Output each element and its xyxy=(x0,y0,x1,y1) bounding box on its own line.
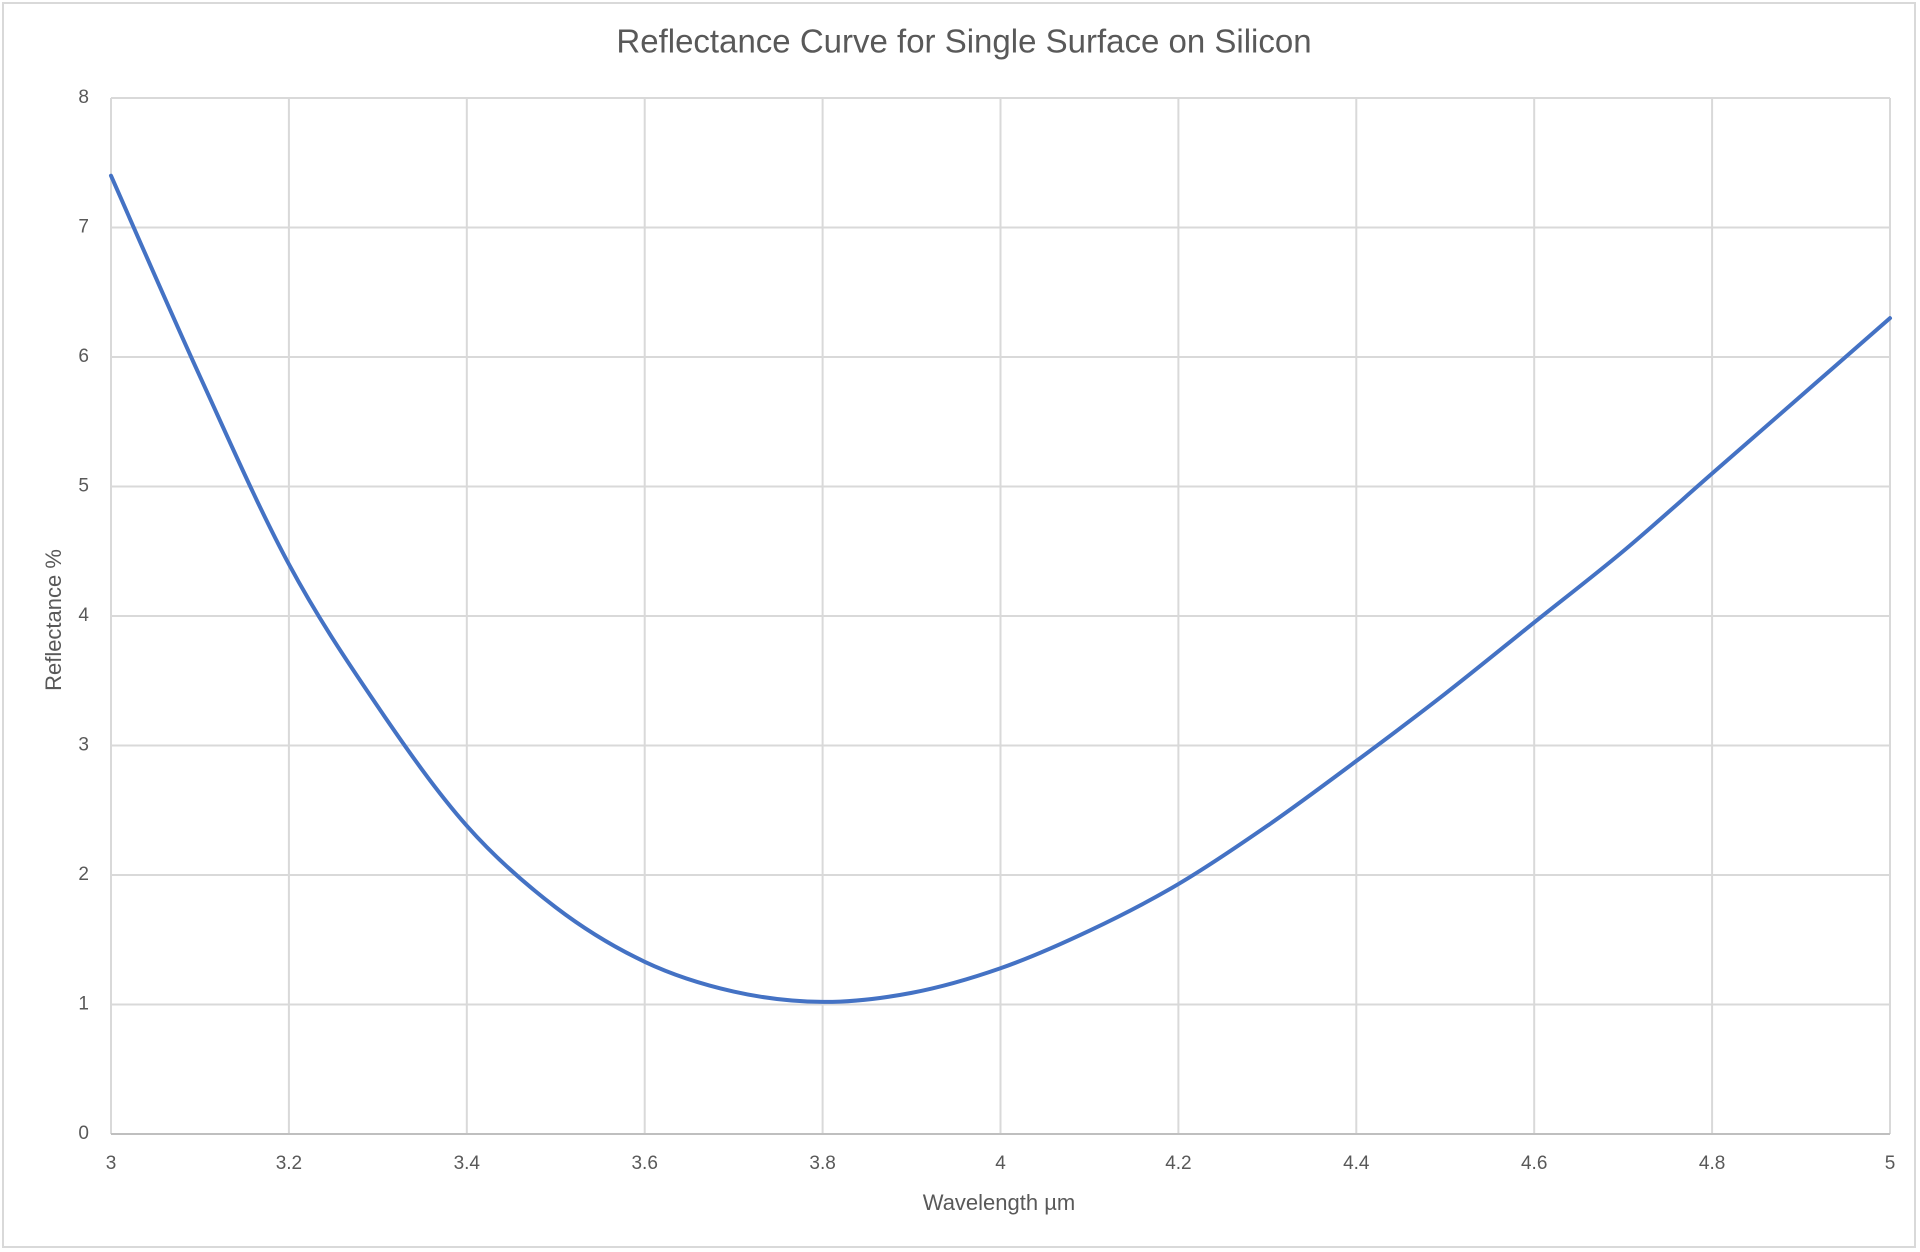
series-layer xyxy=(109,173,1892,1004)
chart-title: Reflectance Curve for Single Surface on … xyxy=(616,23,1311,60)
x-tick-label: 5 xyxy=(1885,1153,1896,1174)
x-tick-label: 3.2 xyxy=(276,1153,302,1174)
x-tick-label: 4.2 xyxy=(1165,1153,1191,1174)
x-tick-label: 4.8 xyxy=(1699,1153,1725,1174)
y-tick-label: 6 xyxy=(78,346,89,367)
x-tick-label: 3.6 xyxy=(631,1153,657,1174)
y-tick-label: 5 xyxy=(78,476,89,497)
y-tick-label: 8 xyxy=(78,87,89,108)
x-tick-label: 4 xyxy=(995,1153,1006,1174)
x-tick-label: 3.4 xyxy=(454,1153,481,1174)
y-axis-label: Reflectance % xyxy=(41,549,66,691)
series-line-0 xyxy=(109,173,1892,1004)
x-tick-label: 4.6 xyxy=(1521,1153,1547,1174)
y-tick-label: 3 xyxy=(78,735,89,756)
x-axis-label: Wavelength µm xyxy=(923,1190,1075,1215)
x-tick-label: 3 xyxy=(106,1153,117,1174)
tick-labels: 3 3.2 3.4 3.6 3.8 4 4.2 4.4 4.6 4.8 5 0 1 2 3 4 5 6 7 8 xyxy=(78,87,1895,1174)
x-tick-label: 3.8 xyxy=(809,1153,835,1174)
y-tick-label: 0 xyxy=(78,1123,89,1144)
y-tick-label: 7 xyxy=(78,217,89,238)
y-tick-label: 1 xyxy=(78,994,89,1015)
y-tick-label: 2 xyxy=(78,864,89,885)
x-tick-label: 4.4 xyxy=(1343,1153,1370,1174)
gridlines xyxy=(110,97,1891,1134)
y-tick-label: 4 xyxy=(78,605,89,626)
